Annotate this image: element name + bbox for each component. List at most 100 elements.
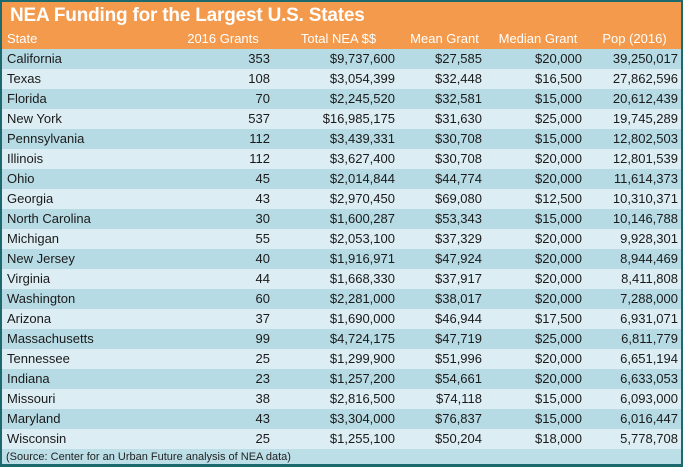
population-cell: 10,310,371 — [612, 191, 678, 206]
mean-grant-cell: $69,080 — [435, 191, 482, 206]
grants-cell: 99 — [255, 331, 270, 346]
column-header-total-nea: Total NEA $$ — [276, 28, 401, 49]
mean-grant-cell: $47,924 — [435, 251, 482, 266]
population-cell: 27,862,596 — [612, 71, 678, 86]
total-nea-cell: $1,668,330 — [329, 271, 395, 286]
population-cell: 6,931,071 — [620, 311, 678, 326]
population-cell: 12,802,503 — [612, 131, 678, 146]
column-header-2016-grants: 2016 Grants — [170, 28, 276, 49]
median-grant-cell: $15,000 — [535, 391, 582, 406]
grants-cell: 37 — [255, 311, 270, 326]
median-grant-cell: $17,500 — [535, 311, 582, 326]
table-row: Illinois 112 $3,627,400 $30,708 $20,000 12,80… — [2, 149, 681, 169]
table-row: Georgia 43 $2,970,450 $69,080 $12,500 10,310,… — [2, 189, 681, 209]
population-cell: 6,016,447 — [620, 411, 678, 426]
state-cell: New Jersey — [7, 251, 75, 266]
grants-cell: 353 — [248, 51, 270, 66]
mean-grant-cell: $32,448 — [435, 71, 482, 86]
table-row: Maryland 43 $3,304,000 $76,837 $15,000 6,016,… — [2, 409, 681, 429]
median-grant-cell: $20,000 — [535, 231, 582, 246]
population-cell: 9,928,301 — [620, 231, 678, 246]
table-row: Virginia 44 $1,668,330 $37,917 $20,000 8,411,… — [2, 269, 681, 289]
total-nea-cell: $3,627,400 — [329, 151, 395, 166]
table-row: Indiana 23 $1,257,200 $54,661 $20,000 6,633,0… — [2, 369, 681, 389]
column-header-pop-2016: Pop (2016) — [588, 28, 681, 49]
population-cell: 6,811,779 — [621, 331, 678, 346]
state-cell: North Carolina — [7, 211, 91, 226]
population-cell: 19,745,289 — [612, 111, 678, 126]
grants-cell: 38 — [255, 391, 270, 406]
population-cell: 8,411,808 — [621, 271, 678, 286]
total-nea-cell: $4,724,175 — [329, 331, 395, 346]
grants-cell: 43 — [255, 191, 270, 206]
table-title: NEA Funding for the Largest U.S. States — [2, 2, 681, 28]
table-row: New York 537 $16,985,175 $31,630 $25,000 19,7… — [2, 109, 681, 129]
median-grant-cell: $15,000 — [535, 91, 582, 106]
total-nea-cell: $1,257,200 — [329, 371, 395, 386]
total-nea-cell: $16,985,175 — [322, 111, 395, 126]
mean-grant-cell: $37,329 — [435, 231, 482, 246]
header-row: State 2016 Grants Total NEA $$ Mean Grant Me… — [2, 28, 681, 49]
state-cell: California — [7, 51, 62, 66]
mean-grant-cell: $37,917 — [435, 271, 482, 286]
population-cell: 20,612,439 — [612, 91, 678, 106]
state-cell: Michigan — [7, 231, 60, 246]
median-grant-cell: $15,000 — [535, 131, 582, 146]
total-nea-cell: $1,600,287 — [329, 211, 395, 226]
mean-grant-cell: $38,017 — [435, 291, 482, 306]
mean-grant-cell: $76,837 — [435, 411, 482, 426]
column-header-state: State — [2, 28, 170, 49]
grants-cell: 23 — [255, 371, 270, 386]
grants-cell: 108 — [248, 71, 270, 86]
median-grant-cell: $20,000 — [535, 51, 582, 66]
population-cell: 11,614,373 — [613, 171, 678, 186]
grants-cell: 43 — [255, 411, 270, 426]
state-cell: Maryland — [7, 411, 61, 426]
mean-grant-cell: $53,343 — [435, 211, 482, 226]
total-nea-cell: $1,690,000 — [329, 311, 395, 326]
table-row: Tennessee 25 $1,299,900 $51,996 $20,000 6,651… — [2, 349, 681, 369]
table-row: Florida 70 $2,245,520 $32,581 $15,000 20,612,… — [2, 89, 681, 109]
table-row: Massachusetts 99 $4,724,175 $47,719 $25,000 6… — [2, 329, 681, 349]
grants-cell: 112 — [249, 151, 270, 166]
table-row: California 353 $9,737,600 $27,585 $20,000 39,… — [2, 49, 681, 69]
total-nea-cell: $3,439,331 — [329, 131, 395, 146]
state-cell: Indiana — [7, 371, 50, 386]
mean-grant-cell: $31,630 — [435, 111, 482, 126]
table-row: Ohio 45 $2,014,844 $44,774 $20,000 11,614,373 — [2, 169, 681, 189]
data-table: State 2016 Grants Total NEA $$ Mean Grant Me… — [2, 28, 681, 449]
state-cell: Texas — [7, 71, 41, 86]
grants-cell: 70 — [255, 91, 270, 106]
state-cell: Virginia — [7, 271, 51, 286]
table-row: Michigan 55 $2,053,100 $37,329 $20,000 9,928,… — [2, 229, 681, 249]
total-nea-cell: $2,281,000 — [329, 291, 395, 306]
population-cell: 6,651,194 — [620, 351, 678, 366]
median-grant-cell: $20,000 — [535, 151, 582, 166]
total-nea-cell: $9,737,600 — [329, 51, 395, 66]
mean-grant-cell: $50,204 — [435, 431, 482, 446]
total-nea-cell: $3,304,000 — [329, 411, 395, 426]
table-row: Missouri 38 $2,816,500 $74,118 $15,000 6,093,… — [2, 389, 681, 409]
table-row: New Jersey 40 $1,916,971 $47,924 $20,000 8,94… — [2, 249, 681, 269]
total-nea-cell: $1,255,100 — [329, 431, 395, 446]
grants-cell: 55 — [255, 231, 270, 246]
population-cell: 10,146,788 — [612, 211, 678, 226]
median-grant-cell: $20,000 — [535, 271, 582, 286]
grants-cell: 25 — [255, 351, 270, 366]
table-row: Washington 60 $2,281,000 $38,017 $20,000 7,28… — [2, 289, 681, 309]
median-grant-cell: $20,000 — [535, 351, 582, 366]
total-nea-cell: $2,970,450 — [329, 191, 395, 206]
population-cell: 12,801,539 — [612, 151, 678, 166]
state-cell: Massachusetts — [7, 331, 94, 346]
median-grant-cell: $20,000 — [535, 371, 582, 386]
state-cell: New York — [7, 111, 62, 126]
total-nea-cell: $2,245,520 — [329, 91, 395, 106]
mean-grant-cell: $27,585 — [435, 51, 482, 66]
state-cell: Ohio — [7, 171, 35, 186]
population-cell: 39,250,017 — [612, 51, 678, 66]
mean-grant-cell: $46,944 — [435, 311, 482, 326]
mean-grant-cell: $32,581 — [435, 91, 482, 106]
median-grant-cell: $25,000 — [535, 331, 582, 346]
state-cell: Pennsylvania — [7, 131, 85, 146]
